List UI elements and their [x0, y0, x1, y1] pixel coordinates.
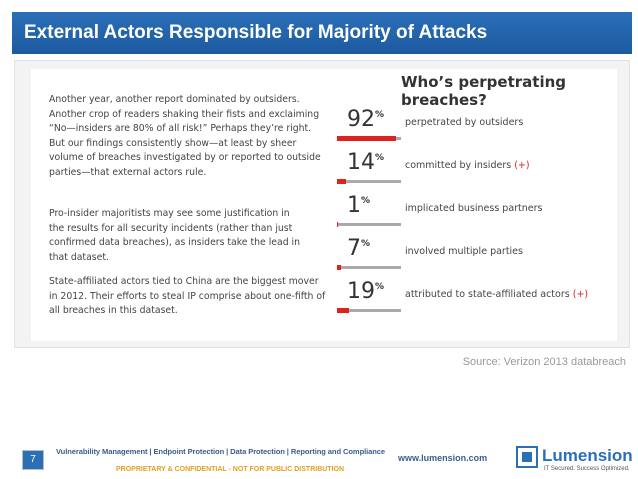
logo-icon [516, 446, 538, 468]
stat-unit: % [361, 196, 371, 206]
paragraph-line: all breaches in this dataset. [49, 305, 178, 317]
footer-confidential: PROPRIETARY & CONFIDENTIAL - NOT FOR PUB… [116, 466, 345, 473]
stat-number: 1% [347, 193, 370, 218]
source-note: Source: Verizon 2013 databreach [462, 356, 626, 368]
stat-bar-track [337, 223, 401, 226]
logo-tagline: IT Secured. Success Optimized. [544, 466, 630, 472]
paragraph-line: that dataset. [49, 251, 109, 263]
stat-bar-track [337, 266, 401, 269]
figure-panel: Who’s perpetrating breaches? Another yea… [31, 69, 617, 341]
paragraph-line: confirmed data breaches), as insiders ta… [49, 237, 301, 249]
paragraph-line: volume of breaches investigated by or re… [49, 152, 321, 164]
stat-text: committed by insiders (+) [405, 160, 530, 171]
paragraph-line: State-affiliated actors tied to China ar… [49, 276, 319, 287]
stat-bar-track [337, 180, 401, 183]
stat-value: 7 [347, 236, 361, 261]
stat-value: 92 [347, 107, 375, 132]
stat-unit: % [375, 110, 385, 120]
stat-bar [337, 265, 342, 270]
paragraph-line: Pro-insider majoritists may see some jus… [49, 208, 290, 219]
stat-number: 7% [347, 236, 370, 261]
stat-value: 14 [347, 150, 375, 175]
stat-number: 92% [347, 107, 384, 132]
stat-value: 1 [347, 193, 361, 218]
paragraph-line: the results for all security incidents (… [49, 222, 293, 234]
stat-bar [337, 308, 350, 313]
stat-unit: % [375, 282, 385, 292]
paragraph-line: parties—that external actors rule. [49, 166, 207, 178]
logo-brand: Lumension [542, 446, 633, 465]
paragraph-line: Another crop of readers shaking their fi… [49, 108, 320, 120]
paragraph-line: But our findings consistently show—at le… [49, 137, 297, 149]
stat-text: implicated business partners [405, 203, 543, 214]
slide-title: External Actors Responsible for Majority… [12, 12, 632, 54]
paragraph: Another year, another report dominated b… [49, 93, 321, 181]
stat-number: 19% [347, 279, 384, 304]
stat-value: 19 [347, 279, 375, 304]
paragraph-line: in 2012. Their efforts to steal IP compr… [49, 290, 326, 302]
figure-heading: Who’s perpetrating breaches? [401, 73, 567, 109]
figure: Who’s perpetrating breaches? Another yea… [14, 60, 630, 348]
stat-number: 14% [347, 150, 384, 175]
stat-bar [337, 136, 396, 141]
stat-marker: (+) [572, 289, 589, 300]
stat-label: attributed to state-affiliated actors [405, 289, 570, 300]
footer-services: Vulnerability Management | Endpoint Prot… [56, 447, 386, 456]
stat-bar [337, 179, 346, 184]
stat-label: committed by insiders [405, 160, 512, 171]
paragraph-line: Another year, another report dominated b… [49, 94, 300, 105]
stat-text: involved multiple parties [405, 246, 523, 257]
stat-label: implicated business partners [405, 203, 543, 214]
stat-marker: (+) [514, 160, 530, 171]
stat-unit: % [361, 239, 371, 249]
paragraph: State-affiliated actors tied to China ar… [49, 275, 325, 319]
page-number: 7 [22, 450, 44, 470]
footer-url: www.lumension.com [398, 453, 488, 463]
stat-unit: % [375, 153, 385, 163]
stat-label: involved multiple parties [405, 246, 523, 257]
paragraph: Pro-insider majoritists may see some jus… [49, 207, 300, 265]
stat-bar-track [337, 309, 401, 312]
stat-label: perpetrated by outsiders [405, 117, 524, 128]
stat-text: perpetrated by outsiders [405, 117, 523, 128]
paragraph-line: “No—insiders are 80% of all risk!” Perha… [49, 123, 312, 135]
stat-text: attributed to state-affiliated actors (+… [405, 289, 588, 300]
stat-bar [337, 222, 338, 227]
